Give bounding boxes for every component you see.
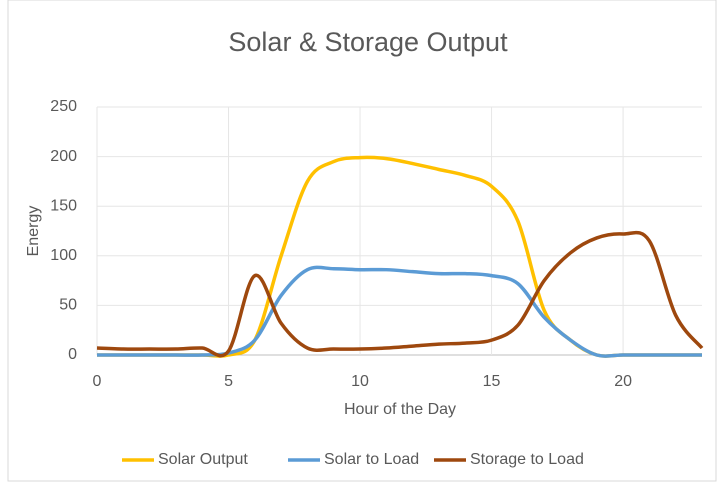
series-line <box>96 230 704 358</box>
y-axis-title: Energy <box>25 206 42 257</box>
y-tick-label: 0 <box>68 346 77 363</box>
series-line <box>97 265 702 358</box>
x-tick-label: 20 <box>614 373 632 390</box>
chart-title: Solar & Storage Output <box>228 27 508 57</box>
legend-label: Storage to Load <box>470 451 584 468</box>
y-tick-label: 50 <box>59 297 77 314</box>
y-tick-label: 250 <box>50 98 77 115</box>
x-tick-label: 10 <box>351 373 369 390</box>
y-tick-label: 200 <box>50 148 77 165</box>
x-axis-title: Hour of the Day <box>344 401 456 418</box>
y-tick-label: 100 <box>50 247 77 264</box>
legend-label: Solar Output <box>158 451 248 468</box>
x-tick-label: 5 <box>224 373 233 390</box>
legend-label: Solar to Load <box>324 451 419 468</box>
x-tick-label: 0 <box>93 373 102 390</box>
y-tick-label: 150 <box>50 197 77 214</box>
chart-frame <box>7 0 717 482</box>
x-tick-label: 15 <box>483 373 501 390</box>
